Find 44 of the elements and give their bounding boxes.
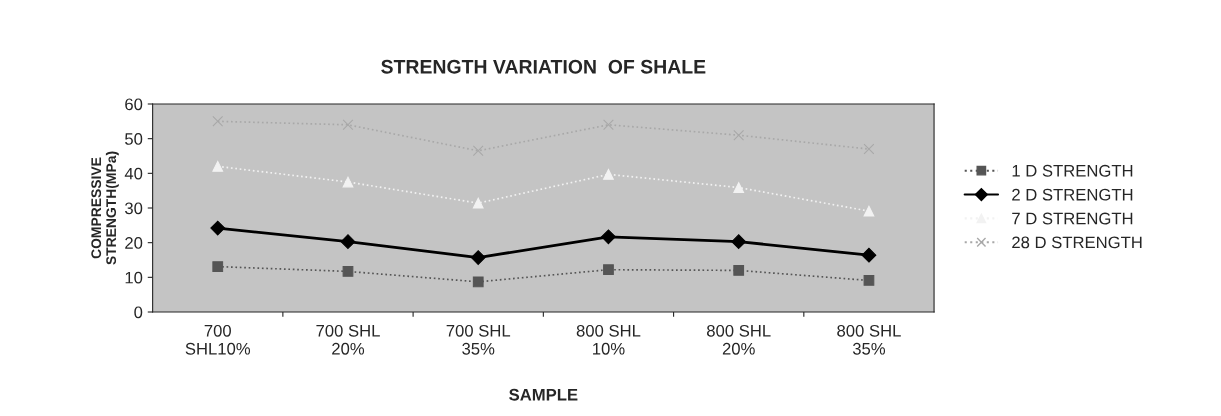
x-tick-label: 700 SHL 20% [316,324,380,355]
point [212,161,224,172]
x-tick-label: 700 SHL 35% [446,324,511,355]
chart-title: STRENGTH VARIATION OF SHALE [381,59,706,74]
legend-label: 7 D STRENGTH [1012,212,1133,225]
point [342,176,354,188]
x-tick-label: 800 SHL 10% [576,324,641,355]
point [210,220,226,236]
y-tick-label: 30 [125,202,143,215]
x-tick-label: 800 SHL 35% [837,324,901,355]
point [212,261,224,272]
point [340,234,356,250]
y-tick-label: 60 [125,98,143,111]
y-tick-label: 20 [125,237,143,249]
point [342,266,354,277]
point [603,168,614,180]
point [603,264,614,276]
point [733,265,745,276]
legend-label: 1 D STRENGTH [1012,164,1133,177]
legend-label: 2 D STRENGTH [1012,188,1133,201]
y-tick-label: 10 [125,271,143,284]
point [861,247,877,263]
point [863,143,875,155]
point [472,197,484,209]
y-tick-label: 50 [125,133,143,145]
point [733,182,745,193]
y-tick-label: 40 [124,167,143,180]
point [863,205,875,217]
y-axis-title: COMPRESSIVE STRENGTH(MPa) [91,151,119,265]
point [342,119,354,131]
point [733,129,745,141]
point [472,145,484,157]
point [863,275,875,286]
point [472,276,484,288]
x-tick-label: 700 SHL10% [185,324,251,355]
point [731,234,747,250]
point [470,250,486,265]
point [601,229,616,245]
x-tick-label: 800 SHL 20% [707,324,771,355]
legend-label: 28 D STRENGTH [1012,236,1142,249]
y-tick-label: 0 [134,306,143,319]
point [603,119,614,131]
x-axis-title: SAMPLE [509,388,578,401]
point [212,115,224,127]
